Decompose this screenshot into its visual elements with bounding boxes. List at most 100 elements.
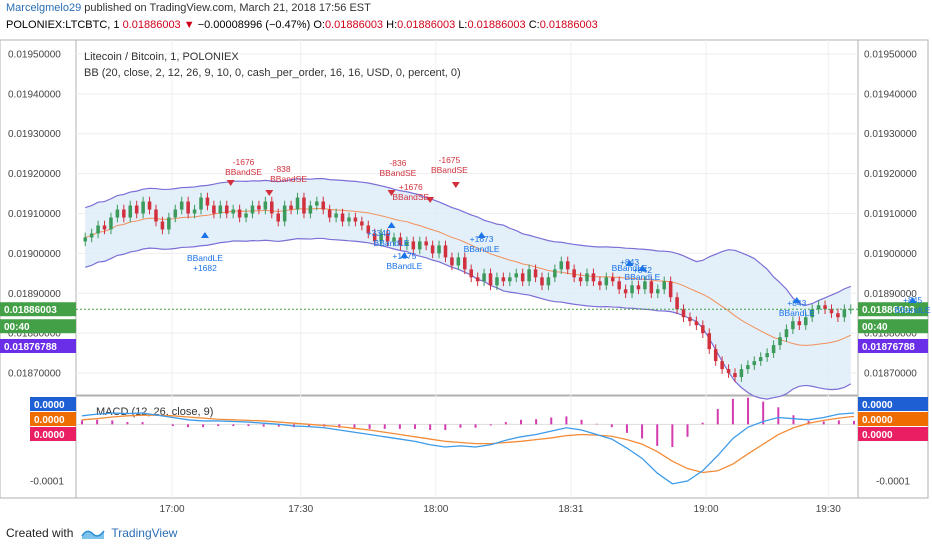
candle-body <box>205 197 210 206</box>
low-label: L: <box>458 19 468 31</box>
buy-arrow-icon <box>477 232 486 238</box>
candle-body <box>527 269 531 282</box>
right-y-tick-label: 0.01900000 <box>864 249 917 260</box>
candle-body <box>810 309 814 318</box>
candle-body <box>469 269 473 278</box>
buy-arrow-icon <box>200 232 209 238</box>
candle-body <box>218 205 223 214</box>
price-label-text: 0.01886003 <box>862 305 915 316</box>
candle-body <box>411 241 416 250</box>
candle-body <box>578 277 583 282</box>
candle-body <box>96 225 100 234</box>
signal-annotation: BBandLE <box>374 238 410 248</box>
candle-body <box>520 273 525 282</box>
tradingview-brand[interactable]: TradingView <box>111 526 178 540</box>
candle-body <box>771 345 776 354</box>
candle-body <box>141 201 145 214</box>
candle-body <box>636 285 641 290</box>
candle-body <box>372 233 377 242</box>
candle-body <box>186 201 190 214</box>
price-label-text: 00:40 <box>4 322 30 333</box>
macd-value-label: 0.0000 <box>34 430 65 441</box>
candle-body <box>295 197 300 210</box>
signal-annotation: -1675 <box>439 155 461 165</box>
candle-body <box>430 245 435 254</box>
price-label-text: 0.01876788 <box>862 342 915 353</box>
candle-body <box>340 213 345 222</box>
author-name[interactable]: Marcelgmelo29 <box>6 2 82 14</box>
macd-right-tick: -0.0001 <box>876 477 910 488</box>
candle-body <box>707 333 712 350</box>
candle-body <box>565 261 570 270</box>
low-value: 0.01886003 <box>467 19 526 31</box>
candle-body <box>758 357 763 362</box>
candle-body <box>463 257 467 270</box>
price-label-box <box>858 338 928 353</box>
buy-arrow-icon <box>908 297 917 303</box>
candle-body <box>102 225 107 230</box>
candle-body <box>797 321 802 326</box>
right-y-tick-label: 0.01940000 <box>864 89 917 100</box>
candle-body <box>514 273 519 278</box>
candle-body <box>443 245 448 258</box>
price-label-text: 00:40 <box>862 322 888 333</box>
price-label-text: 0.01886003 <box>4 305 57 316</box>
candle-body <box>179 201 184 210</box>
candle-body <box>122 209 126 218</box>
candle-body <box>610 277 615 282</box>
candle-body <box>385 233 390 242</box>
buy-arrow-icon <box>638 265 647 271</box>
sell-arrow-icon <box>426 197 435 203</box>
x-tick-label: 17:00 <box>160 504 185 515</box>
candle-body <box>289 205 293 210</box>
left-y-tick-label: 0.01950000 <box>8 49 61 60</box>
candle-body <box>147 201 152 210</box>
candle-body <box>668 281 673 298</box>
candle-body <box>308 205 313 214</box>
x-tick-label: 19:30 <box>816 504 841 515</box>
main-pane-title: Litecoin / Bitcoin, 1, POLONIEX <box>84 51 239 63</box>
candle-body <box>643 281 647 290</box>
signal-annotation: BBandSE <box>431 165 468 175</box>
macd-value-label: 0.0000 <box>862 415 893 426</box>
macd-title: MACD (12, 26, close, 9) <box>96 406 213 418</box>
signal-annotation: BBandLE <box>779 308 815 318</box>
candle-body <box>83 237 87 242</box>
candle-body <box>533 269 538 278</box>
candle-body <box>115 209 120 218</box>
macd-value-label: 0.0000 <box>862 430 893 441</box>
sell-arrow-icon <box>387 190 396 196</box>
signal-annotation: +1676 <box>399 182 423 192</box>
candle-body <box>791 321 795 330</box>
symbol-info-line: POLONIEX:LTCBTC, 1 0.01886003 ▼ −0.00008… <box>6 19 598 31</box>
candle-body <box>701 325 705 334</box>
macd-value-box <box>858 427 928 441</box>
candle-body <box>392 237 396 242</box>
macd-value-box <box>858 397 928 411</box>
candle-body <box>540 277 544 286</box>
right-y-tick-label: 0.01930000 <box>864 129 917 140</box>
candle-body <box>752 361 757 366</box>
macd-value-label: 0.0000 <box>862 400 893 411</box>
candle-body <box>765 353 769 358</box>
candle-body <box>379 233 383 242</box>
candle-body <box>405 241 409 246</box>
signal-annotation: BBandLE <box>624 272 660 282</box>
publish-header: Marcelgmelo29 published on TradingView.c… <box>6 2 371 14</box>
macd-value-box <box>30 412 76 426</box>
candle-body <box>212 205 216 214</box>
candle-body <box>553 269 557 278</box>
candle-body <box>501 277 506 282</box>
candle-body <box>585 273 589 282</box>
left-y-tick-label: 0.01880000 <box>8 329 61 340</box>
candle-body <box>482 273 486 282</box>
tradingview-logo-icon <box>81 530 105 539</box>
candle-body <box>244 213 248 218</box>
candle-body <box>816 305 821 310</box>
candle-body <box>250 205 255 214</box>
candle-body <box>347 217 351 222</box>
signal-annotation: BBandSE <box>379 168 416 178</box>
candle-body <box>327 209 332 218</box>
price-label-box <box>0 319 76 334</box>
